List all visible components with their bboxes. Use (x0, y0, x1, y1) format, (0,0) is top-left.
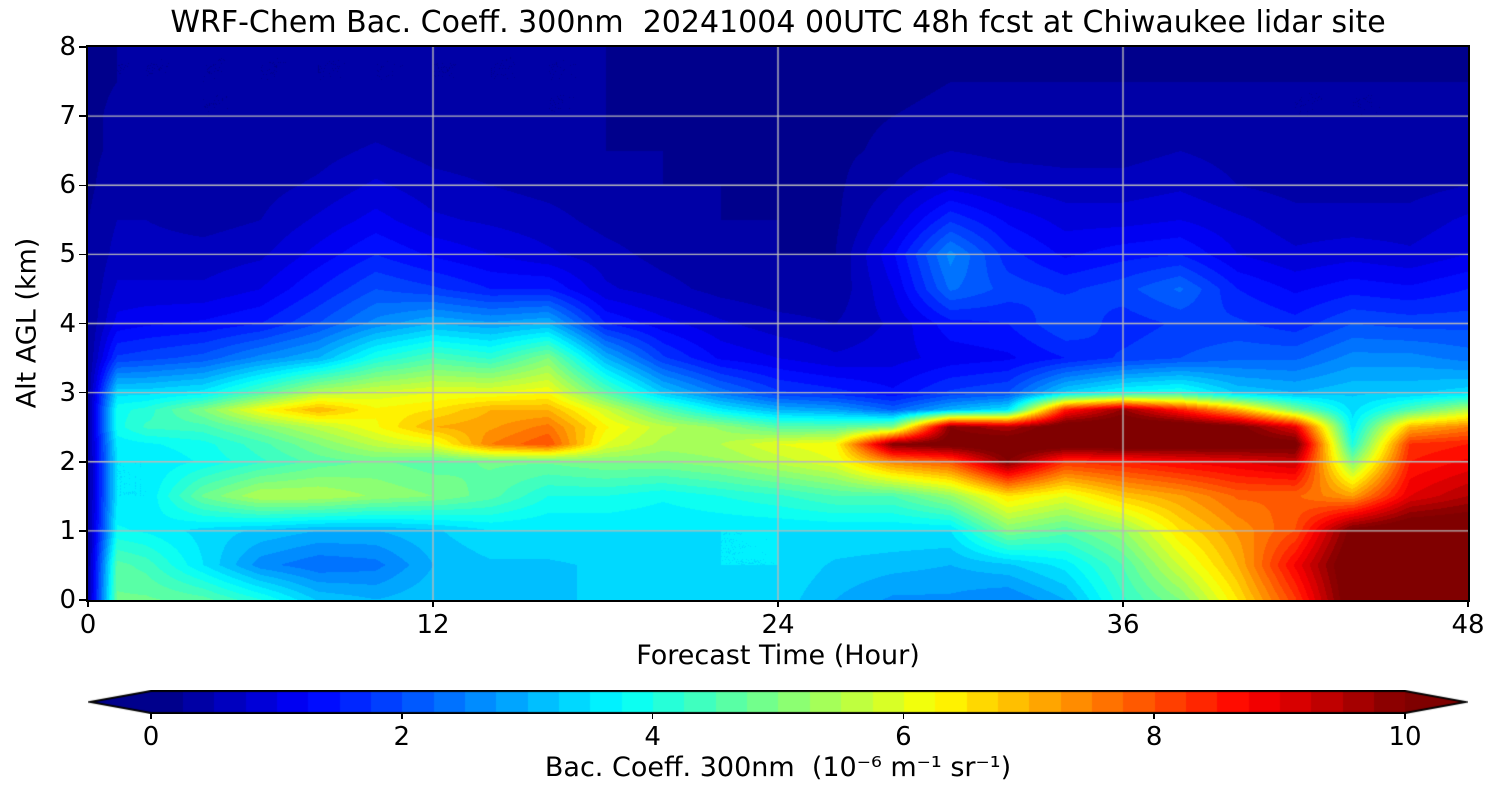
y-tick-mark (79, 530, 86, 532)
colorbar-tick-label: 0 (142, 722, 160, 752)
colorbar-tick-mark (150, 713, 152, 719)
heatmap-canvas (88, 47, 1468, 600)
y-tick-label: 8 (59, 32, 76, 62)
y-tick-mark (79, 46, 86, 48)
colorbar-tick-mark (902, 713, 905, 719)
x-tick-label: 12 (416, 610, 450, 640)
y-tick-label: 6 (59, 170, 76, 201)
colorbar-canvas (88, 690, 1468, 714)
colorbar-tick-label: 8 (1145, 722, 1163, 752)
colorbar-tick-mark (1404, 713, 1406, 719)
y-tick-label: 0 (59, 585, 76, 615)
y-tick-label: 5 (59, 239, 76, 270)
colorbar-tick-mark (651, 713, 654, 719)
y-tick-mark (79, 253, 86, 256)
x-tick-mark (1122, 600, 1124, 607)
y-tick-mark (79, 115, 86, 117)
y-tick-label: 3 (59, 377, 76, 408)
y-tick-label: 4 (59, 308, 76, 339)
y-tick-label: 7 (59, 101, 76, 132)
colorbar-label: Bac. Coeff. 300nm (10⁻⁶ m⁻¹ sr⁻¹) (544, 752, 1012, 783)
y-tick-mark (79, 599, 86, 601)
x-tick-mark (777, 600, 779, 607)
y-tick-label: 1 (59, 515, 76, 546)
x-tick-mark (1467, 600, 1469, 607)
colorbar-tick-label: 4 (644, 722, 661, 752)
colorbar-tick-label: 2 (393, 722, 411, 752)
x-tick-label: 48 (1451, 610, 1485, 640)
y-tick-mark (79, 391, 86, 394)
colorbar-tick-mark (1153, 713, 1155, 719)
x-tick-mark (87, 600, 89, 607)
x-tick-mark (432, 600, 434, 607)
chart-title: WRF-Chem Bac. Coeff. 300nm 20241004 00UT… (170, 5, 1386, 40)
y-tick-label: 2 (59, 446, 76, 477)
x-tick-label: 24 (761, 610, 795, 640)
colorbar-tick-mark (401, 713, 403, 719)
x-tick-label: 0 (79, 610, 97, 640)
x-axis-label: Forecast Time (Hour) (636, 640, 920, 671)
y-tick-mark (79, 322, 86, 325)
x-tick-label: 36 (1106, 610, 1140, 640)
colorbar-tick-label: 6 (895, 722, 912, 752)
y-tick-mark (79, 184, 86, 186)
y-tick-mark (79, 461, 86, 463)
colorbar-tick-label: 10 (1388, 722, 1422, 752)
